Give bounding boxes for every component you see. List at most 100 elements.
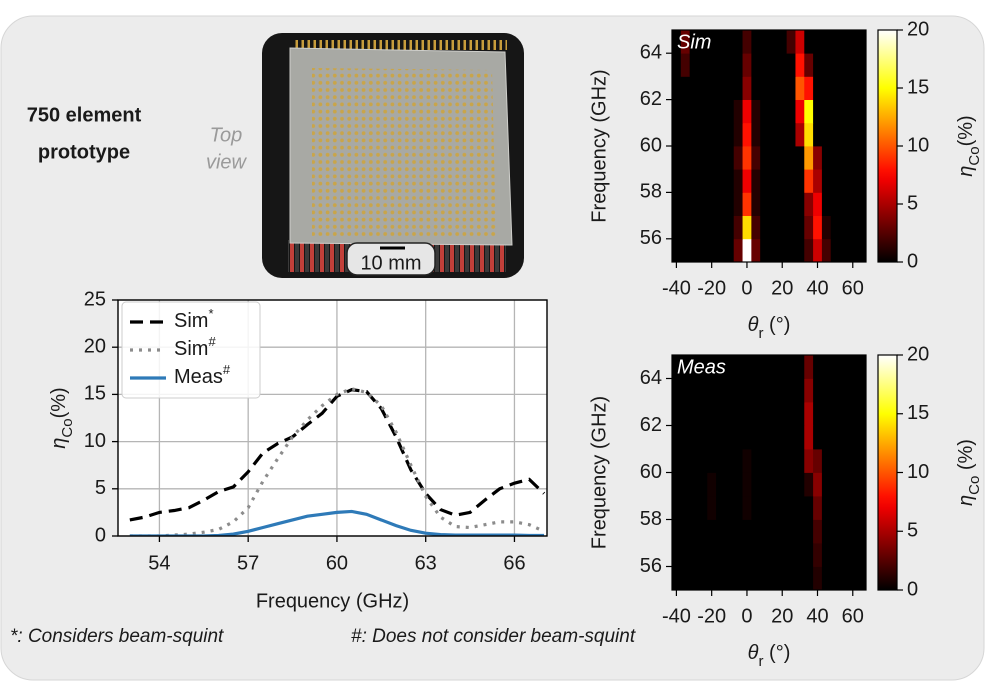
heatmap-cell (724, 215, 735, 240)
x-tick-label: -40 (662, 605, 691, 627)
prototype-label: 750 element (27, 104, 142, 126)
heatmap-cell (786, 30, 796, 54)
heatmap-cell (716, 472, 726, 497)
heatmap-cell (760, 169, 770, 193)
heatmap-cell (751, 122, 761, 147)
heatmap-cell (724, 76, 735, 100)
heatmap-cell (830, 425, 840, 450)
heatmap-cell (839, 472, 849, 497)
heatmap-cell (689, 53, 699, 77)
colorbar-tick-label: 10 (907, 461, 929, 483)
heatmap-cell (857, 122, 867, 147)
heatmap-cell (751, 192, 761, 216)
y-axis-label: Frequency (GHz) (588, 396, 610, 549)
heatmap-cell (672, 192, 682, 216)
heatmap-cell (689, 496, 699, 520)
heatmap-cell (839, 449, 849, 473)
heatmap-cell (760, 449, 770, 473)
heatmap-cell (830, 519, 840, 544)
heatmap-cell (769, 378, 779, 403)
heatmap-cell (672, 53, 682, 77)
colorbar-label-sub: Co (966, 476, 983, 495)
legend-label: Meas# (174, 362, 231, 388)
heatmap-cell (689, 402, 699, 426)
heatmap-cell (839, 169, 849, 193)
heatmap-cell (848, 378, 858, 403)
heatmap-cell (680, 76, 691, 100)
heatmap-cell (777, 99, 788, 124)
heatmap-cell (804, 99, 814, 124)
heatmap-cell (777, 425, 788, 450)
heatmap-cell (689, 192, 699, 216)
heatmap-cell (848, 99, 858, 124)
heatmap-cell (857, 543, 867, 567)
heatmap-cell (680, 449, 691, 473)
heatmap-cell (813, 355, 823, 379)
heatmap-cell (707, 192, 717, 216)
heatmap-cell (733, 378, 743, 403)
heatmap-cell (839, 215, 849, 240)
heatmap-cell (821, 355, 832, 379)
heatmap-cell (689, 30, 699, 54)
heatmap-cell (672, 472, 682, 497)
heatmap-cell (786, 238, 796, 263)
heatmap-cell (760, 355, 770, 379)
heatmap-cell (672, 566, 682, 591)
heatmap-cell (689, 99, 699, 124)
x-axis-label-symbol: θ (748, 642, 759, 664)
heatmap-cell (716, 30, 726, 54)
colorbar-label-unit: (%) (955, 439, 977, 476)
heatmap-cell (848, 496, 858, 520)
plot-frame (117, 299, 548, 537)
heatmap-cell (760, 30, 770, 54)
heatmap-cell (821, 192, 832, 216)
heatmap-cell (751, 519, 761, 544)
heatmap-cell (724, 53, 735, 77)
heatmap-cell (813, 402, 823, 426)
heatmap-cell (680, 496, 691, 520)
heatmap-cell (733, 449, 743, 473)
heatmap-cell (769, 99, 779, 124)
heatmap-cell (813, 472, 823, 497)
heatmap-cell (813, 378, 823, 403)
x-axis-label-unit: (°) (763, 642, 790, 664)
colorbar-tick-label: 15 (907, 402, 929, 424)
heatmap-cell (733, 519, 743, 544)
panel-label: Meas (677, 356, 726, 378)
x-axis-label: θr (°) (748, 642, 791, 670)
heatmap-cell (839, 496, 849, 520)
heatmap-cell (760, 76, 770, 100)
heatmap-cell (724, 30, 735, 54)
heatmap-cell (733, 192, 743, 216)
heatmap-cell (742, 76, 752, 100)
heatmap-cell (830, 76, 840, 100)
heatmap-cell (839, 99, 849, 124)
heatmap-cell (821, 402, 832, 426)
heatmap-cell (751, 496, 761, 520)
heatmap-cell (689, 76, 699, 100)
x-tick-label: 40 (806, 277, 828, 299)
heatmap-cell (724, 425, 735, 450)
x-tick-label: 0 (741, 277, 752, 299)
heatmap-cell (742, 378, 752, 403)
legend-name: Meas (174, 366, 223, 388)
heatmap-cell (804, 378, 814, 403)
heatmap-cell (707, 472, 717, 497)
x-tick-label: 60 (842, 277, 864, 299)
heatmap-cell (672, 543, 682, 567)
heatmap-cell (848, 543, 858, 567)
legend-label: Sim* (174, 306, 214, 332)
y-axis-label-sub: Co (59, 418, 76, 437)
heatmap-cell (821, 99, 832, 124)
heatmap-cell (813, 519, 823, 544)
heatmap-cell (804, 519, 814, 544)
heatmap-cell (724, 402, 735, 426)
heatmap-cell (698, 192, 708, 216)
heatmap-cell (751, 472, 761, 497)
heatmap-cell (848, 566, 858, 591)
heatmap-cell (689, 566, 699, 591)
heatmap-cell (716, 402, 726, 426)
heatmap-cell (777, 122, 788, 147)
heatmap-cell (760, 122, 770, 147)
heatmap-cell (751, 543, 761, 567)
